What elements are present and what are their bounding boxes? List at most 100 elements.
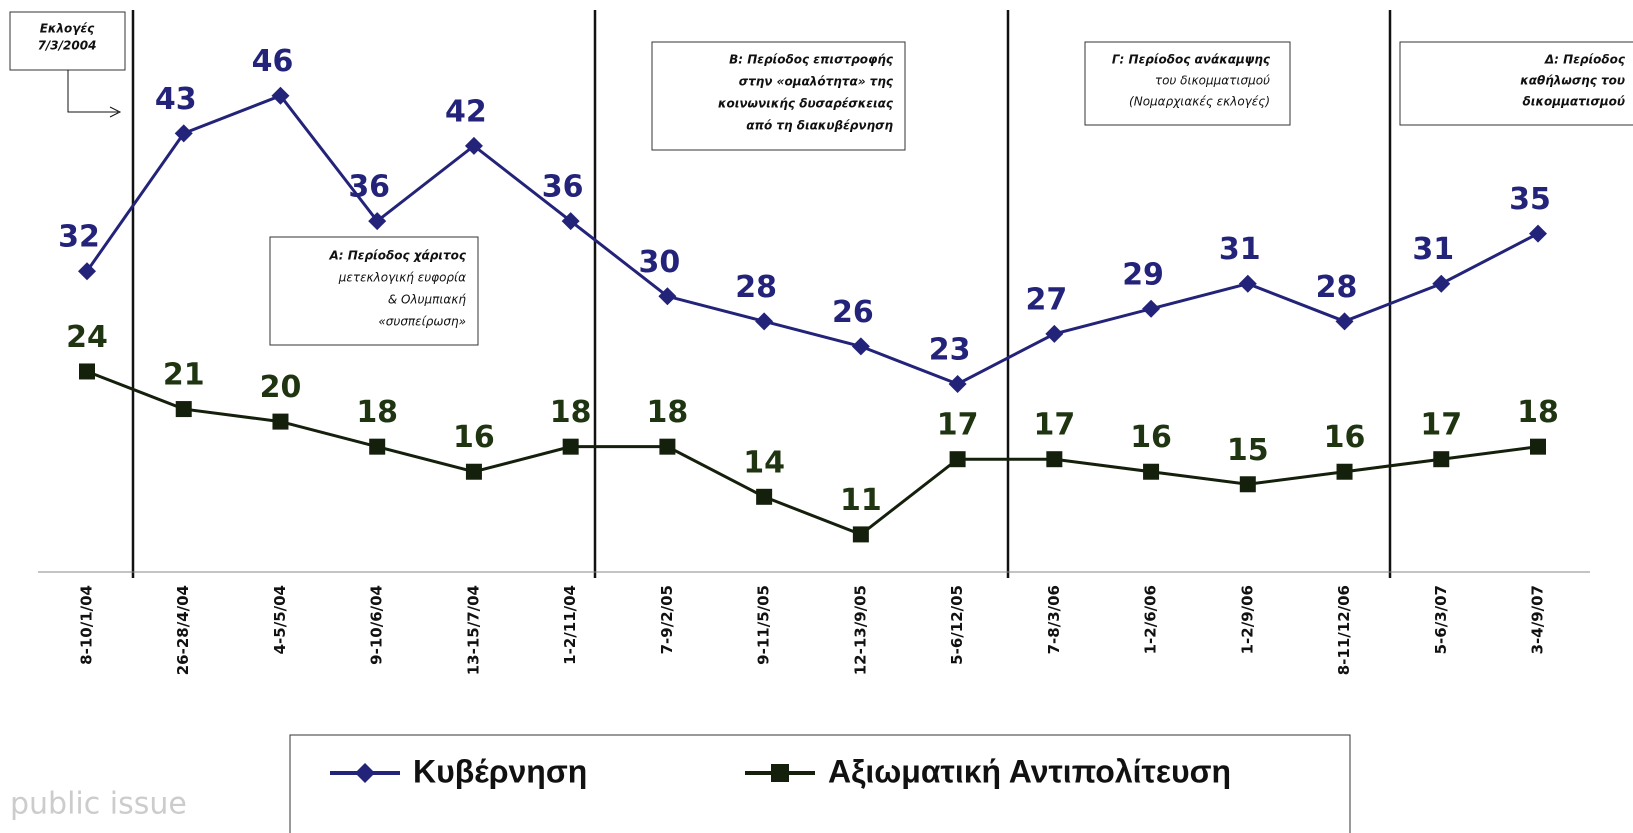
watermark: public issue bbox=[10, 787, 187, 822]
point bbox=[949, 451, 966, 468]
data-label: 18 bbox=[356, 395, 398, 430]
data-label: 16 bbox=[1130, 420, 1172, 455]
point bbox=[1336, 463, 1353, 480]
data-label: 17 bbox=[1033, 408, 1075, 443]
point bbox=[851, 337, 870, 356]
data-label: 28 bbox=[735, 270, 777, 305]
annotation-text: του δικομματισμού bbox=[1155, 74, 1270, 88]
annotation-box bbox=[9, 11, 126, 71]
data-label: 36 bbox=[348, 170, 390, 205]
annotation-text: Γ: Περίοδος ανάκαμψης bbox=[1112, 53, 1271, 67]
point bbox=[1433, 451, 1450, 468]
point bbox=[465, 463, 482, 480]
data-label: 42 bbox=[445, 94, 487, 129]
x-tick-label: 1-2/6/06 bbox=[1142, 585, 1160, 654]
data-label: 32 bbox=[58, 220, 100, 255]
x-tick-label: 5-6/12/05 bbox=[948, 585, 966, 665]
annotation-box bbox=[1084, 41, 1291, 126]
x-tick-label: 1-2/11/04 bbox=[561, 585, 579, 665]
point bbox=[272, 413, 289, 430]
x-tick-label: 3-4/9/07 bbox=[1529, 585, 1547, 654]
data-label: 29 bbox=[1122, 257, 1164, 292]
arrow bbox=[67, 70, 118, 113]
annotation-box bbox=[1399, 41, 1633, 126]
data-label: 35 bbox=[1509, 182, 1551, 217]
x-tick-label: 5-6/3/07 bbox=[1432, 585, 1450, 654]
data-label: 20 bbox=[260, 370, 302, 405]
data-label: 36 bbox=[542, 170, 584, 205]
data-label: 14 bbox=[743, 445, 785, 480]
point bbox=[1046, 451, 1063, 468]
x-tick-label: 8-11/12/06 bbox=[1335, 585, 1353, 675]
point bbox=[464, 136, 483, 155]
dividers bbox=[131, 10, 1392, 578]
x-tick-label: 9-11/5/05 bbox=[755, 585, 773, 665]
data-label: 43 bbox=[155, 82, 197, 117]
point bbox=[368, 212, 387, 231]
annotation-text: κοινωνικής δυσαρέσκειας bbox=[718, 97, 894, 111]
point bbox=[1529, 224, 1547, 243]
data-label: 31 bbox=[1219, 232, 1261, 267]
data-label: 17 bbox=[937, 408, 979, 443]
point bbox=[1045, 324, 1064, 343]
data-label: 24 bbox=[66, 320, 108, 355]
data-label: 21 bbox=[163, 358, 205, 393]
point bbox=[658, 287, 677, 306]
point bbox=[1142, 299, 1161, 318]
point bbox=[1238, 274, 1257, 293]
data-label: 31 bbox=[1412, 232, 1454, 267]
x-tick-label: 1-2/9/06 bbox=[1238, 585, 1256, 654]
point bbox=[174, 124, 193, 143]
point bbox=[1530, 438, 1546, 455]
annotation-text: «συσπείρωση» bbox=[378, 315, 466, 329]
x-tick-label: 8-10/1/04 bbox=[78, 585, 96, 665]
legend-marker bbox=[355, 763, 375, 783]
x-tick-label: 26-28/4/04 bbox=[174, 585, 192, 675]
data-label: 28 bbox=[1316, 270, 1358, 305]
point bbox=[271, 86, 290, 105]
series-line bbox=[85, 93, 1539, 386]
x-tick-label: 13-15/7/04 bbox=[464, 585, 482, 675]
data-label: 18 bbox=[550, 395, 592, 430]
annotation-box bbox=[269, 236, 479, 346]
annotation-text: Δ: Περίοδος bbox=[1544, 53, 1626, 67]
point bbox=[756, 488, 773, 505]
data-label: 18 bbox=[647, 395, 689, 430]
annotation-text: δικομματισμού bbox=[1523, 95, 1625, 109]
x-tick-label: 9-10/6/04 bbox=[368, 585, 386, 665]
annotation-text: Α: Περίοδος χάριτος bbox=[328, 249, 466, 263]
point bbox=[659, 438, 676, 455]
point bbox=[175, 401, 192, 418]
x-tick-label: 7-8/3/06 bbox=[1045, 585, 1063, 654]
annotation-text: & Ολυμπιακή bbox=[388, 293, 467, 307]
point bbox=[369, 438, 386, 455]
annotation-text: 7/3/2004 bbox=[38, 39, 97, 53]
point bbox=[561, 212, 580, 231]
annotation-text: Εκλογές bbox=[40, 22, 95, 36]
data-label: 15 bbox=[1227, 433, 1269, 468]
legend-label: Κυβέρνηση bbox=[413, 753, 587, 789]
point bbox=[948, 375, 967, 393]
point bbox=[1239, 476, 1256, 493]
point bbox=[562, 438, 579, 455]
series-line bbox=[86, 370, 1539, 537]
point bbox=[79, 363, 95, 380]
annotation-text: Β: Περίοδος επιστροφής bbox=[729, 53, 894, 67]
data-label: 18 bbox=[1517, 395, 1559, 430]
point bbox=[78, 262, 96, 281]
data-label: 11 bbox=[840, 483, 882, 518]
annotation-text: από τη διακυβέρνηση bbox=[746, 119, 893, 133]
annotation-text: στην «ομαλότητα» της bbox=[739, 75, 894, 89]
annotation-text: (Νομαρχιακές εκλογές) bbox=[1129, 95, 1270, 109]
data-label: 46 bbox=[252, 44, 294, 79]
data-label: 16 bbox=[1324, 420, 1366, 455]
data-label: 16 bbox=[453, 420, 495, 455]
x-tick-label: 4-5/5/04 bbox=[271, 585, 289, 654]
x-tick-label: 12-13/9/05 bbox=[851, 585, 869, 675]
legend-label: Αξιωματική Αντιπολίτευση bbox=[828, 753, 1231, 789]
data-label: 26 bbox=[832, 295, 874, 330]
x-tick-label: 7-9/2/05 bbox=[658, 585, 676, 654]
data-label: 23 bbox=[929, 333, 971, 368]
legend-marker bbox=[771, 764, 789, 782]
